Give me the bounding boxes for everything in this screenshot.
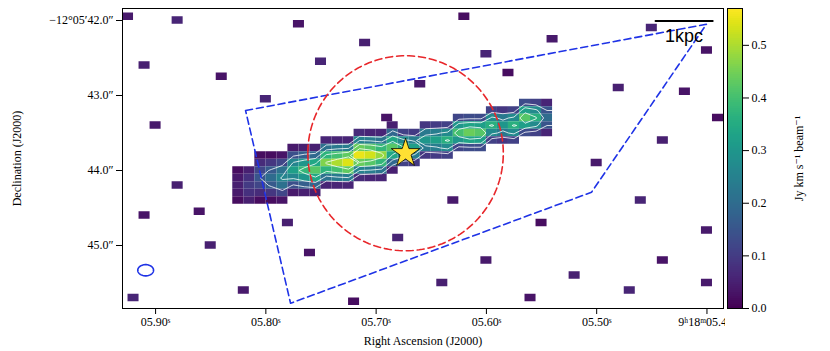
svg-text:05.80ˢ: 05.80ˢ — [251, 315, 281, 329]
svg-text:1kpc: 1kpc — [665, 26, 703, 46]
svg-text:Right Ascension (J2000): Right Ascension (J2000) — [364, 334, 483, 348]
svg-text:0.4: 0.4 — [752, 91, 767, 105]
svg-text:05.70ˢ: 05.70ˢ — [361, 315, 391, 329]
svg-text:0.5: 0.5 — [752, 38, 767, 52]
svg-text:43.0″: 43.0″ — [88, 88, 114, 102]
svg-text:9ʰ18ᵐ05.40ˢ: 9ʰ18ᵐ05.40ˢ — [678, 315, 725, 329]
svg-text:0.1: 0.1 — [752, 249, 767, 263]
svg-text:Jy km s⁻¹ beam⁻¹: Jy km s⁻¹ beam⁻¹ — [792, 115, 806, 201]
svg-text:0.0: 0.0 — [752, 301, 767, 315]
svg-text:45.0″: 45.0″ — [88, 238, 114, 252]
svg-text:05.90ˢ: 05.90ˢ — [141, 315, 171, 329]
svg-text:−12°05′42.0″: −12°05′42.0″ — [49, 13, 113, 27]
svg-text:44.0″: 44.0″ — [88, 163, 114, 177]
svg-text:0.3: 0.3 — [752, 143, 767, 157]
svg-text:05.50ˢ: 05.50ˢ — [582, 315, 612, 329]
svg-text:0.2: 0.2 — [752, 196, 767, 210]
svg-text:Declination (J2000): Declination (J2000) — [10, 111, 24, 207]
svg-text:05.60ˢ: 05.60ˢ — [472, 315, 502, 329]
